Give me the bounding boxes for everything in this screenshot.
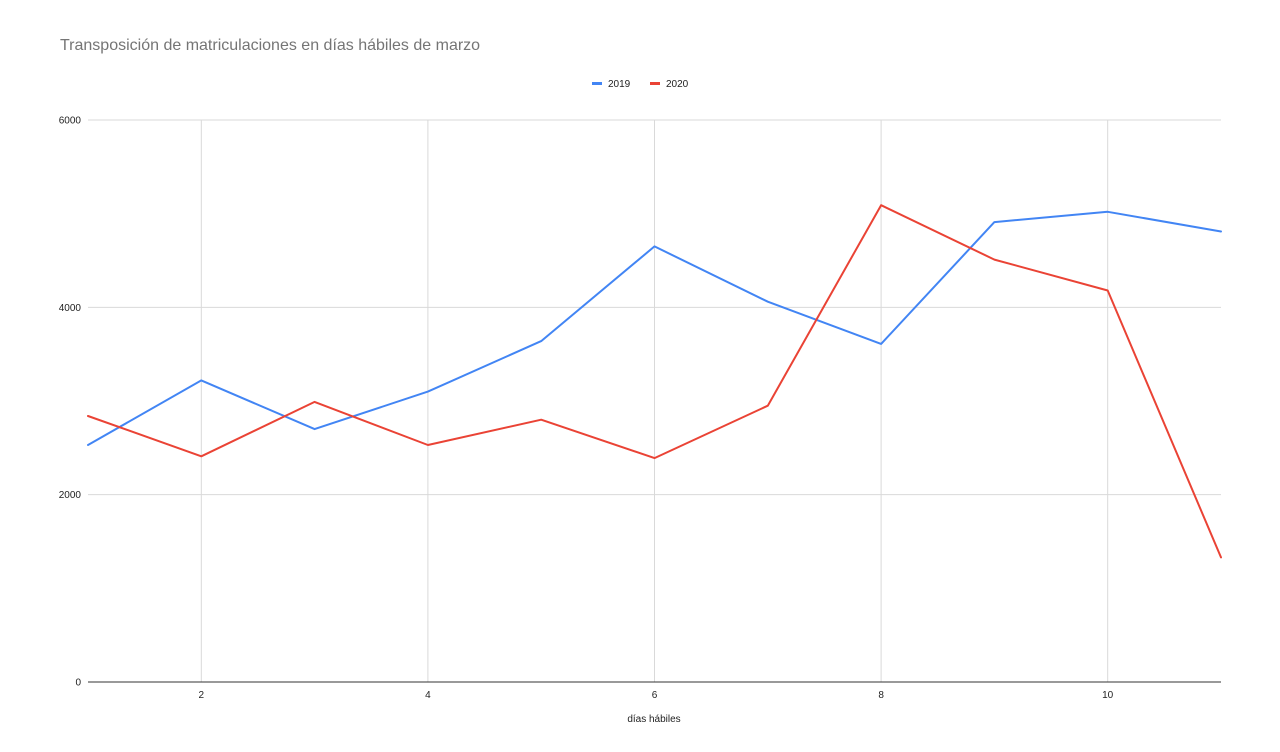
data-point-2019-7[interactable]	[763, 297, 773, 307]
x-tick-label: 10	[1102, 690, 1114, 701]
data-point-2020-8[interactable]	[876, 200, 886, 210]
x-tick-label: 4	[425, 690, 431, 701]
legend-item-2020[interactable]: 2020	[650, 79, 689, 90]
axes: 0 2000 4000 6000 2 4 6 8 10	[59, 116, 1221, 701]
data-point-2020-11[interactable]	[1216, 552, 1226, 562]
data-point-2019-6[interactable]	[650, 241, 660, 251]
legend-label: 2020	[666, 79, 689, 90]
data-point-2019-9[interactable]	[989, 217, 999, 227]
data-point-2020-2[interactable]	[196, 451, 206, 461]
x-tick-label: 8	[878, 690, 884, 701]
series-line-2020[interactable]	[87, 204, 1222, 559]
y-tick-label: 2000	[59, 490, 82, 501]
data-point-2020-6[interactable]	[650, 453, 660, 463]
y-tick-label: 4000	[59, 303, 82, 314]
data-point-2020-4[interactable]	[423, 440, 433, 450]
data-point-2019-10[interactable]	[1103, 207, 1113, 217]
legend-swatch	[650, 82, 660, 85]
series-lines	[83, 200, 1226, 562]
legend-item-2019[interactable]: 2019	[592, 79, 631, 90]
legend-label: 2019	[608, 79, 631, 90]
legend[interactable]: 2019 2020	[592, 79, 689, 90]
series-line-2019[interactable]	[87, 210, 1222, 446]
data-point-2019-4[interactable]	[423, 387, 433, 397]
data-point-2019-3[interactable]	[310, 424, 320, 434]
y-tick-label: 0	[75, 678, 81, 689]
data-point-2020-3[interactable]	[310, 397, 320, 407]
chart-title: Transposición de matriculaciones en días…	[60, 37, 480, 54]
x-axis-label: días hábiles	[627, 714, 680, 725]
data-point-2019-8[interactable]	[876, 339, 886, 349]
legend-swatch	[592, 82, 602, 85]
x-tick-label: 2	[199, 690, 205, 701]
data-point-2019-5[interactable]	[536, 336, 546, 346]
data-point-2020-10[interactable]	[1103, 285, 1113, 295]
data-point-2020-1[interactable]	[83, 411, 93, 421]
data-point-2019-11[interactable]	[1216, 226, 1226, 236]
gridlines	[88, 119, 1221, 682]
y-tick-label: 6000	[59, 116, 82, 127]
data-point-2020-9[interactable]	[989, 255, 999, 265]
data-point-2020-5[interactable]	[536, 415, 546, 425]
x-tick-label: 6	[652, 690, 658, 701]
data-point-2020-7[interactable]	[763, 401, 773, 411]
data-point-2019-2[interactable]	[196, 375, 206, 385]
data-point-2019-1[interactable]	[83, 440, 93, 450]
